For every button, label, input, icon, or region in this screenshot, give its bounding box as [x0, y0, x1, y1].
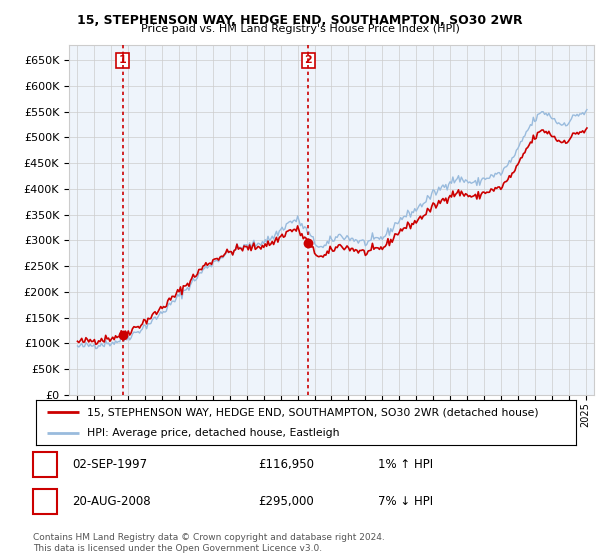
Point [304, 239, 313, 248]
Text: Price paid vs. HM Land Registry's House Price Index (HPI): Price paid vs. HM Land Registry's House … [140, 24, 460, 34]
Text: £295,000: £295,000 [258, 494, 314, 508]
Text: 7% ↓ HPI: 7% ↓ HPI [378, 494, 433, 508]
Text: 02-SEP-1997: 02-SEP-1997 [72, 458, 147, 472]
Text: 20-AUG-2008: 20-AUG-2008 [72, 494, 151, 508]
Text: 15, STEPHENSON WAY, HEDGE END, SOUTHAMPTON, SO30 2WR: 15, STEPHENSON WAY, HEDGE END, SOUTHAMPT… [77, 14, 523, 27]
Text: £116,950: £116,950 [258, 458, 314, 472]
Point [118, 330, 127, 339]
Text: HPI: Average price, detached house, Eastleigh: HPI: Average price, detached house, East… [88, 428, 340, 438]
Text: 2: 2 [304, 55, 312, 66]
Text: 1% ↑ HPI: 1% ↑ HPI [378, 458, 433, 472]
Text: Contains HM Land Registry data © Crown copyright and database right 2024.
This d: Contains HM Land Registry data © Crown c… [33, 533, 385, 553]
Text: 1: 1 [41, 458, 49, 472]
Text: 1: 1 [119, 55, 127, 66]
Text: 15, STEPHENSON WAY, HEDGE END, SOUTHAMPTON, SO30 2WR (detached house): 15, STEPHENSON WAY, HEDGE END, SOUTHAMPT… [88, 408, 539, 418]
Text: 2: 2 [41, 494, 49, 508]
Bar [122, 45, 308, 395]
